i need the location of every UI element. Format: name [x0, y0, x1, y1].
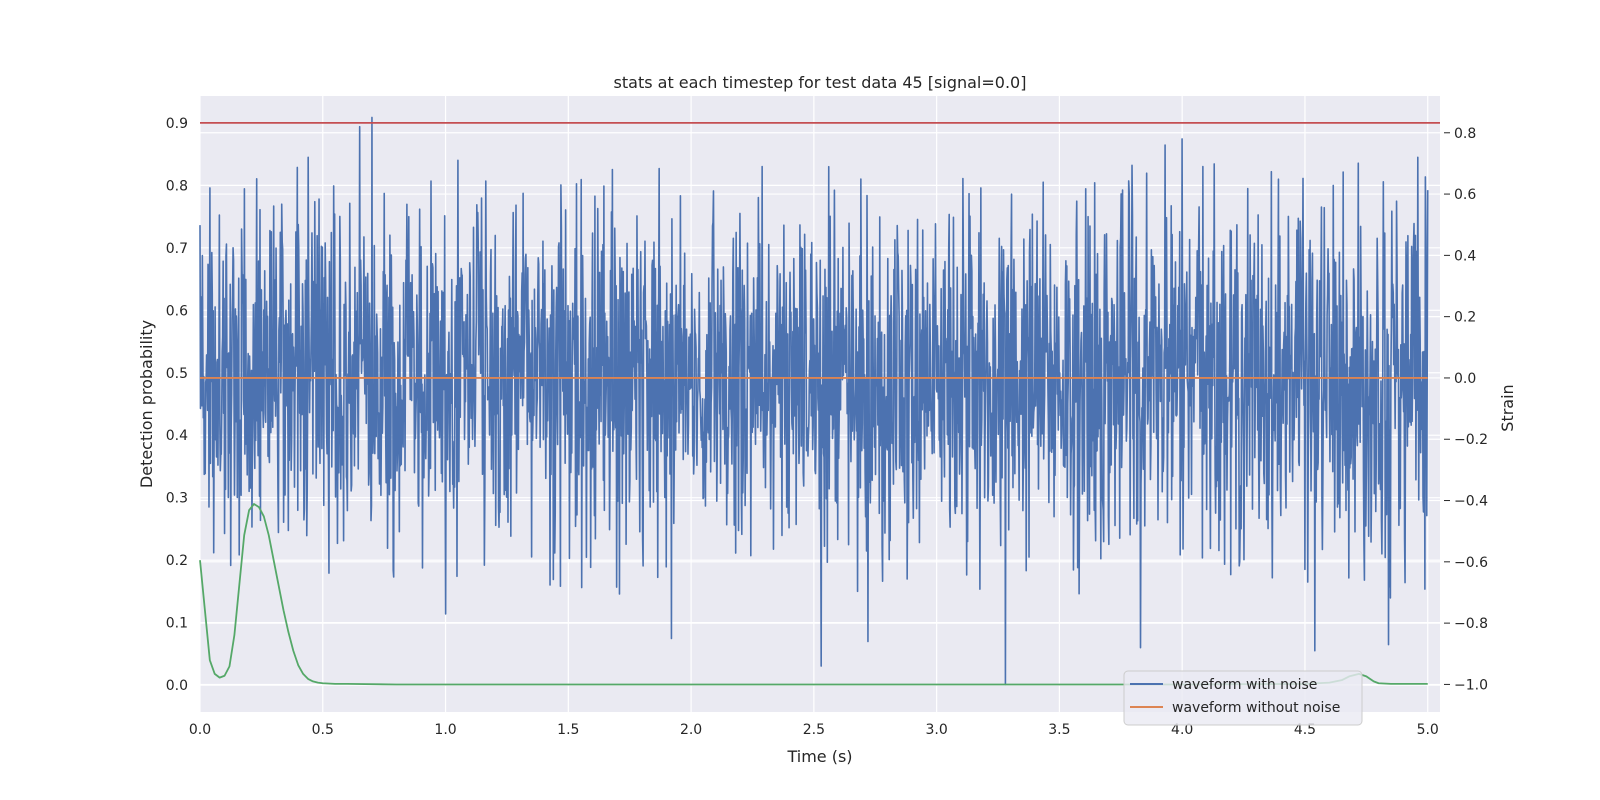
y-tick-label-left: 0.1 [166, 616, 188, 632]
y-tick-label-left: 0.6 [166, 303, 188, 319]
y-tick-label-right: −0.2 [1454, 432, 1488, 448]
x-tick-label: 3.0 [926, 722, 948, 738]
y-tick-label-right: 0.6 [1454, 187, 1476, 203]
y-tick-label-left: 0.2 [166, 553, 188, 569]
x-tick-label: 5.0 [1417, 722, 1439, 738]
tick-labels: 0.0 0.5 1.0 1.5 2.0 2.5 3.0 3.5 4.0 4.5 5.0 0.0 0.1 0… [166, 116, 1488, 738]
y-tick-label-right: −1.0 [1454, 677, 1488, 693]
y-tick-label-right: −0.4 [1454, 494, 1488, 510]
legend-label-waveform-with-noise: waveform with noise [1172, 677, 1317, 693]
series-waveform-with-noise [199, 116, 1429, 686]
y-tick-label-right: −0.8 [1454, 616, 1488, 632]
y-tick-label-right: 0.0 [1454, 371, 1476, 387]
y-tick-label-left: 0.5 [166, 366, 188, 382]
y-tick-label-left: 0.0 [166, 678, 188, 694]
y-tick-label-right: 0.4 [1454, 248, 1476, 264]
y-tick-label-right: −0.6 [1454, 555, 1488, 571]
legend-label-waveform-without-noise: waveform without noise [1172, 700, 1340, 716]
x-axis-label: Time (s) [786, 747, 852, 766]
x-tick-label: 2.0 [680, 722, 702, 738]
y-tick-label-left: 0.4 [166, 428, 188, 444]
y-tick-label-left: 0.9 [166, 116, 188, 132]
y-axis-label-right: Strain [1498, 384, 1517, 431]
x-tick-label: 4.5 [1294, 722, 1316, 738]
y-tick-label-left: 0.8 [166, 178, 188, 194]
x-tick-label: 4.0 [1171, 722, 1193, 738]
y-tick-label-right: 0.8 [1454, 126, 1476, 142]
x-tick-label: 3.5 [1048, 722, 1070, 738]
y-tick-label-left: 0.7 [166, 241, 188, 257]
x-tick-label: 1.5 [557, 722, 579, 738]
legend: waveform with noise waveform without noi… [1123, 670, 1363, 726]
x-tick-label: 2.5 [803, 722, 825, 738]
x-tick-label: 0.0 [189, 722, 211, 738]
y-axis-label-left: Detection probability [137, 320, 156, 488]
chart-title: stats at each timestep for test data 45 … [614, 73, 1027, 92]
x-tick-label: 1.0 [434, 722, 456, 738]
y-tick-label-left: 0.3 [166, 491, 188, 507]
x-tick-label: 0.5 [312, 722, 334, 738]
legend-box [1123, 670, 1363, 726]
y-tick-label-right: 0.2 [1454, 310, 1476, 326]
